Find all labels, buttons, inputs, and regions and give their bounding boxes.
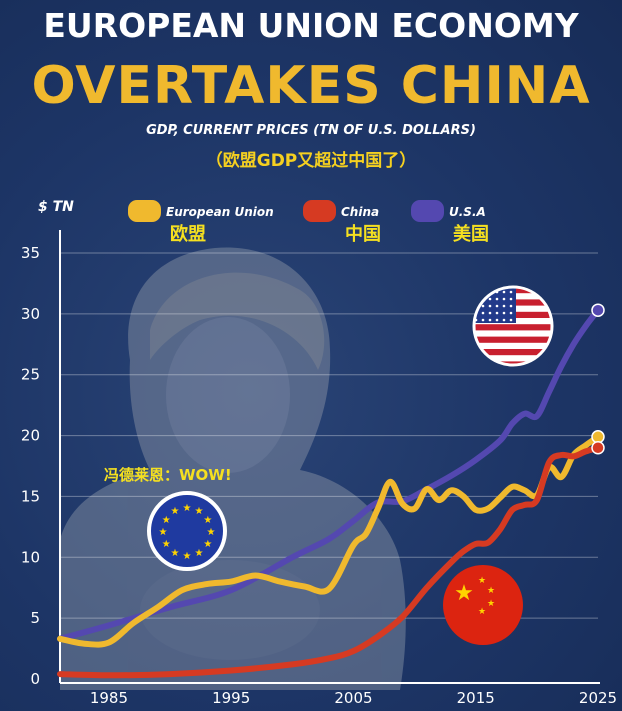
svg-text:★: ★ — [171, 548, 180, 559]
chart-subtitle-chinese: （欧盟GDP又超过中国了） — [205, 151, 417, 171]
legend-label-chinese: 美国 — [453, 223, 489, 245]
x-tick-label: 2025 — [579, 689, 617, 707]
eu-flag-icon: ★★★★★★★★★ ★ ★★ — [147, 491, 227, 571]
y-tick-labels: 0 5 10 15 20 25 30 35 — [21, 244, 40, 688]
legend-swatch — [303, 200, 336, 222]
y-tick-label: 35 — [21, 244, 40, 262]
legend-item-usa: U.S.A 美国 — [411, 200, 489, 245]
y-axis-label: $ TN — [38, 199, 74, 215]
y-tick-label: 15 — [21, 487, 40, 505]
svg-text:★: ★ — [183, 551, 192, 562]
legend-label: U.S.A — [449, 205, 486, 219]
legend-swatch — [411, 200, 444, 222]
series-endpoint-usa — [591, 303, 605, 317]
svg-text:★: ★ — [162, 515, 171, 526]
y-tick-label: 30 — [21, 305, 40, 323]
legend-label: China — [341, 205, 379, 219]
series-endpoint-china — [591, 440, 605, 455]
svg-text:★: ★ — [159, 527, 168, 538]
legend-label: European Union — [166, 205, 274, 219]
svg-text:★: ★ — [171, 506, 180, 517]
title-line-1: EUROPEAN UNION ECONOMY — [43, 6, 579, 45]
legend-label-chinese: 欧盟 — [170, 223, 206, 245]
x-tick-label: 1995 — [212, 689, 250, 707]
series-line-usa — [57, 307, 601, 642]
series-lines — [57, 307, 601, 679]
legend-item-european-union: European Union 欧盟 — [128, 200, 274, 245]
svg-text:★: ★ — [162, 539, 171, 550]
y-tick-label: 0 — [30, 670, 40, 688]
legend: European Union 欧盟 China 中国 U.S.A 美国 — [128, 200, 489, 245]
chart-subtitle: GDP, CURRENT PRICES (TN OF U.S. DOLLARS) — [146, 123, 476, 138]
legend-label-chinese: 中国 — [345, 223, 381, 245]
y-tick-label: 20 — [21, 427, 40, 445]
svg-text:★: ★ — [487, 599, 495, 609]
svg-text:★: ★ — [207, 527, 216, 538]
svg-text:★: ★ — [195, 548, 204, 559]
svg-text:★: ★ — [195, 506, 204, 517]
person-photo — [60, 247, 406, 690]
x-tick-label: 2005 — [334, 689, 372, 707]
x-tick-label: 1985 — [90, 689, 128, 707]
china-flag-icon: ★ ★ ★ ★ ★ — [443, 565, 523, 645]
series-line-european-union — [57, 433, 601, 648]
svg-text:★: ★ — [487, 586, 495, 596]
svg-text:★: ★ — [454, 581, 474, 606]
series-endpoint-european-union — [591, 430, 605, 444]
y-tick-label: 10 — [21, 548, 40, 566]
svg-text:★: ★ — [478, 576, 486, 586]
y-tick-label: 5 — [30, 609, 40, 627]
gridlines — [60, 252, 598, 619]
title-line-2: OVERTAKES CHINA — [31, 56, 591, 116]
svg-text:★: ★ — [203, 515, 212, 526]
series-endpoints — [591, 303, 605, 455]
legend-swatch — [128, 200, 161, 222]
y-tick-label: 25 — [21, 366, 40, 384]
x-tick-labels: 1985 1995 2005 2015 2025 — [90, 689, 617, 707]
svg-text:★: ★ — [203, 539, 212, 550]
svg-text:★: ★ — [478, 607, 486, 617]
us-flag-icon — [472, 285, 554, 367]
legend-item-china: China 中国 — [303, 200, 381, 245]
annotation-text: 冯德莱恩：WOW! — [104, 466, 232, 484]
series-line-china — [57, 444, 601, 679]
x-tick-label: 2015 — [457, 689, 495, 707]
svg-text:★: ★ — [183, 503, 192, 514]
